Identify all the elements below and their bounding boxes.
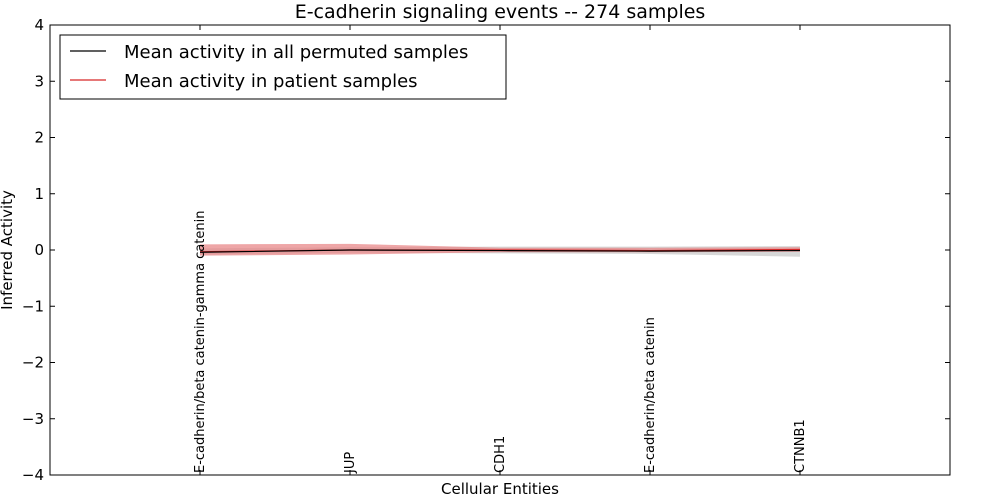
y-axis-label: Inferred Activity — [0, 190, 16, 310]
x-axis-label: Cellular Entities — [441, 480, 559, 498]
legend: Mean activity in all permuted samples Me… — [59, 34, 507, 100]
chart-title: E-cadherin signaling events -- 274 sampl… — [295, 1, 706, 23]
line-permuted — [199, 249, 801, 253]
y-tick-label: −4 — [22, 466, 44, 484]
series-lines — [199, 248, 801, 253]
category-label: CTNNB1 — [793, 419, 808, 473]
category-label: E-cadherin/beta catenin-gamma catenin — [193, 211, 208, 473]
y-tick-label: 1 — [34, 185, 44, 203]
y-tick-label: 0 — [34, 241, 44, 259]
category-label: CDH1 — [493, 436, 508, 473]
legend-box — [59, 34, 507, 100]
legend-label-permuted: Mean activity in all permuted samples — [124, 42, 468, 63]
legend-label-patient: Mean activity in patient samples — [124, 71, 418, 92]
category-label: E-cadherin/beta catenin — [643, 317, 658, 473]
y-tick-label: 2 — [34, 129, 44, 147]
x-axis-ticks: E-cadherin/beta catenin-gamma catenin JUP… — [193, 25, 808, 475]
category-label: JUP — [343, 452, 358, 474]
y-tick-label: 4 — [34, 16, 44, 34]
y-tick-label: −1 — [22, 297, 44, 315]
y-axis-ticks: −4 −3 −2 −1 0 1 2 3 4 — [22, 16, 950, 484]
y-tick-label: 3 — [34, 72, 44, 90]
y-tick-label: −2 — [22, 354, 44, 372]
y-tick-label: −3 — [22, 410, 44, 428]
